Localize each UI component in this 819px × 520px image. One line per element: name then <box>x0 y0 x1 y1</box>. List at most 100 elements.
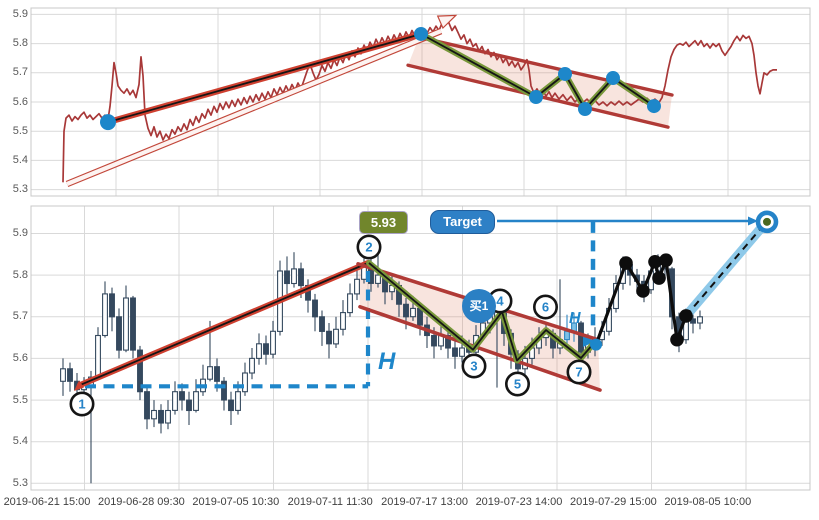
candle-body <box>249 357 255 374</box>
candle-body <box>403 303 409 318</box>
candle-body <box>410 307 416 318</box>
y-axis-label: 5.4 <box>12 154 28 166</box>
flag-channel-fill-bottom <box>358 263 600 391</box>
wave-number-2: 2 <box>365 240 372 255</box>
zigzag-bottom-core <box>368 262 595 362</box>
candle-body <box>291 268 297 285</box>
candle-body <box>228 399 234 412</box>
h-measure-label-right: H <box>569 310 581 327</box>
candle-body <box>326 330 332 345</box>
candle-body <box>347 293 353 314</box>
candle-body <box>151 409 157 420</box>
projection-band-core <box>685 224 765 317</box>
y-axis-label: 5.5 <box>12 394 28 406</box>
wave-number-7: 7 <box>575 365 582 380</box>
target-arrowhead <box>748 216 758 226</box>
candle-body <box>130 297 136 351</box>
candle-body <box>319 316 325 332</box>
candle-body <box>354 278 360 295</box>
candle-body <box>137 349 143 393</box>
wave-number-5: 5 <box>514 377 521 392</box>
y-axis-label: 5.7 <box>12 66 28 78</box>
candle-body <box>109 293 115 318</box>
wave-number-4: 4 <box>496 294 504 309</box>
candle-body <box>144 391 150 420</box>
wave-circle-3 <box>461 353 487 379</box>
y-axis-label: 5.9 <box>12 8 28 20</box>
swing-dot <box>414 26 428 41</box>
candle-body <box>298 268 304 287</box>
h-measure-label-left: H <box>378 348 396 375</box>
candle-body <box>242 372 248 393</box>
swing-dot <box>647 99 661 114</box>
candle-body <box>214 366 220 382</box>
swing-dot <box>606 71 620 86</box>
y-axis-label: 5.6 <box>12 352 28 364</box>
candle-body <box>256 343 262 359</box>
candle-body <box>193 391 199 411</box>
candle-body <box>333 328 339 345</box>
wave-circle-5 <box>504 371 530 397</box>
pole-arrow-head <box>436 14 458 30</box>
x-axis-label: 2019-07-11 11:30 <box>287 496 373 508</box>
candle-body <box>221 380 227 401</box>
candle-body <box>697 316 703 324</box>
candle-body <box>270 330 276 355</box>
x-axis-label: 2019-07-05 10:30 <box>192 496 280 508</box>
wave-number-3: 3 <box>470 359 477 374</box>
swing-dot-black <box>648 255 662 269</box>
target-point-center <box>763 217 771 226</box>
y-axis-label: 5.9 <box>12 227 28 239</box>
target-badge: Target <box>430 210 495 234</box>
candle-body <box>158 409 164 424</box>
candle-body <box>340 312 346 330</box>
wave-circle-7 <box>566 359 592 385</box>
candle-body <box>312 299 318 318</box>
swing-dot <box>578 102 592 117</box>
x-axis-label: 2019-07-17 13:00 <box>381 496 469 508</box>
swing-dot-black <box>659 253 673 267</box>
swing-dot <box>100 114 116 131</box>
price-badge: 5.93 <box>359 211 408 234</box>
buy-signal-marker: 买1 <box>462 289 496 323</box>
candle-body <box>690 318 696 324</box>
channel-lower-bottom <box>358 304 602 392</box>
candle-body <box>284 270 290 285</box>
candle-body <box>186 399 192 412</box>
y-axis-label: 5.5 <box>12 125 28 137</box>
candle-body <box>375 274 381 284</box>
candle-body <box>165 409 171 424</box>
swing-dot <box>529 90 543 105</box>
y-axis-label: 5.7 <box>12 310 28 322</box>
candle-body <box>123 297 129 351</box>
panel-border <box>30 7 811 197</box>
x-axis-label: 2019-08-05 10:00 <box>664 496 752 508</box>
uptrend-line-bottom-core <box>79 262 369 387</box>
y-axis-label: 5.8 <box>12 269 28 281</box>
pole-arrow-fill <box>66 29 442 186</box>
swing-dot-black <box>636 284 650 298</box>
y-axis-label: 5.6 <box>12 96 28 108</box>
candle-body <box>179 391 185 401</box>
price-line <box>62 15 777 183</box>
x-axis-label: 2019-07-29 15:00 <box>569 496 657 508</box>
candle-body <box>235 391 241 411</box>
candle-body <box>172 391 178 411</box>
y-axis-label: 5.4 <box>12 435 28 447</box>
channel-upper-top <box>417 35 674 97</box>
candle-body <box>95 334 101 378</box>
uptrend-line-top-core <box>107 33 422 123</box>
wave-circle-6 <box>532 294 558 320</box>
h-measure-arrow <box>583 335 595 347</box>
wave-circle-1 <box>69 391 95 417</box>
candle-body <box>459 347 465 357</box>
candle-body <box>431 334 437 347</box>
trend-start-arrowhead <box>74 380 84 391</box>
panel-border <box>30 205 811 491</box>
wave-circle-2 <box>356 234 382 260</box>
y-axis-label: 5.8 <box>12 37 28 49</box>
y-axis-label: 5.3 <box>12 477 28 489</box>
candle-body <box>102 293 108 337</box>
